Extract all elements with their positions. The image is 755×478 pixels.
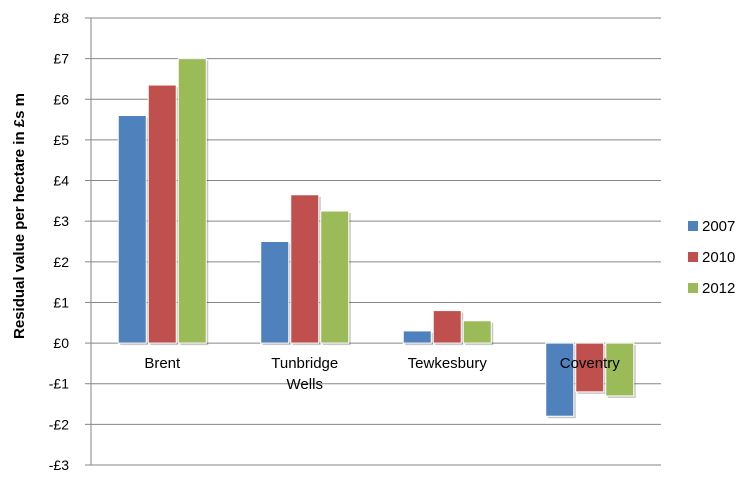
y-axis-title: Residual value per hectare in £s m xyxy=(11,93,28,339)
y-tick-label: £5 xyxy=(53,132,69,148)
bar-2007-tunbridge-wells xyxy=(260,241,290,344)
bar-2012-tewkesbury xyxy=(462,320,492,344)
legend-label-2007: 2007 xyxy=(702,218,735,235)
y-tick-label: -£2 xyxy=(49,416,69,432)
category-label-line: Tunbridge xyxy=(271,355,338,372)
y-tick-label: £3 xyxy=(53,213,69,229)
y-tick-label: £1 xyxy=(53,294,69,310)
y-tick-label: £0 xyxy=(53,335,69,351)
category-label-line: Tewkesbury xyxy=(408,355,488,372)
bar-2012-tunbridge-wells xyxy=(320,210,350,344)
category-label: Tewkesbury xyxy=(408,355,488,372)
legend-swatch-2010 xyxy=(688,252,698,262)
bar-2007-tewkesbury xyxy=(402,330,432,344)
legend-label-2010: 2010 xyxy=(702,249,735,266)
category-label: Brent xyxy=(144,355,181,372)
bar-2010-tunbridge-wells xyxy=(290,194,320,344)
category-labels: Brent Tunbridge Wells Tewkesbury Coventry xyxy=(144,355,620,393)
y-tick-label: £6 xyxy=(53,91,69,107)
bars xyxy=(117,58,636,419)
y-tick-label: -£1 xyxy=(49,376,69,392)
bar-2010-coventry xyxy=(575,342,605,393)
legend-swatch-2007 xyxy=(688,221,698,231)
legend: 2007 2010 2012 xyxy=(688,218,735,297)
category-label-line: Coventry xyxy=(560,355,621,372)
y-tick-label: £2 xyxy=(53,254,69,270)
bar-2012-brent xyxy=(177,58,207,344)
legend-label-2012: 2012 xyxy=(702,280,735,297)
y-tick-labels: £8 £7 £6 £5 £4 £3 £2 £1 £0 -£1 -£2 -£3 xyxy=(49,10,69,473)
category-label: Coventry xyxy=(560,355,621,372)
bar-2010-tewkesbury xyxy=(432,310,462,344)
category-label: Tunbridge Wells xyxy=(271,355,338,393)
legend-swatch-2012 xyxy=(688,283,698,293)
y-tick-label: £7 xyxy=(53,51,69,67)
bar-2010-brent xyxy=(147,84,177,344)
y-tick-label: £4 xyxy=(53,173,69,189)
y-tick-label: £8 xyxy=(53,10,69,26)
bar-2012-coventry xyxy=(605,342,635,397)
bar-2007-brent xyxy=(117,115,147,344)
bar-2007-coventry xyxy=(545,342,575,417)
y-tick-label: -£3 xyxy=(49,457,69,473)
category-label-line: Wells xyxy=(287,376,323,393)
category-label-line: Brent xyxy=(144,355,181,372)
